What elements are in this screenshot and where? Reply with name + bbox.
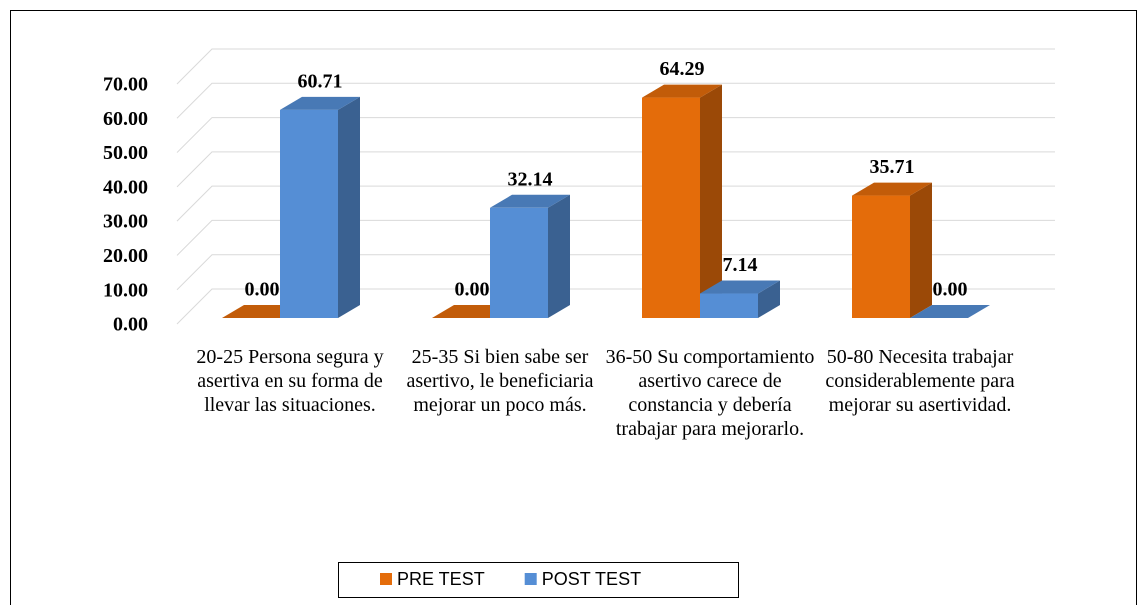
legend-box — [338, 562, 739, 598]
bar-side — [338, 96, 360, 318]
bar-top — [910, 305, 990, 318]
grid-line — [176, 48, 1055, 85]
grid-line — [176, 185, 1055, 222]
data-label: 7.14 — [723, 254, 758, 276]
y-tick-label: 60.00 — [103, 108, 148, 130]
data-label: 0.00 — [455, 279, 490, 301]
data-label: 0.00 — [245, 279, 280, 301]
legend-swatch — [524, 573, 537, 585]
bar-side — [548, 194, 570, 318]
data-label: 64.29 — [660, 58, 705, 80]
chart-frame — [10, 10, 1137, 605]
legend-label: POST TEST — [542, 569, 641, 589]
bar — [280, 109, 338, 318]
y-tick-label: 70.00 — [103, 74, 148, 96]
grid-line — [176, 219, 1055, 256]
grid-line — [176, 117, 1055, 153]
y-tick-label: 0.00 — [113, 314, 148, 336]
grid-line — [176, 254, 1055, 291]
y-tick-label: 50.00 — [103, 142, 148, 164]
bar-top — [700, 280, 780, 294]
bar — [700, 293, 758, 318]
bar-top — [642, 84, 722, 98]
data-label: 35.71 — [870, 156, 915, 178]
y-tick-label: 20.00 — [103, 245, 148, 267]
data-label: 60.71 — [298, 70, 343, 92]
legend-label: PRE TEST — [397, 569, 485, 589]
grid-line — [176, 82, 1055, 119]
grid-line — [176, 151, 1055, 188]
x-tick-label: 25-35 Si bien sabe ser asertivo, le bene… — [406, 346, 594, 416]
data-label: 32.14 — [508, 168, 553, 190]
bar — [642, 97, 700, 318]
bar-top — [490, 194, 570, 208]
bar-top — [852, 182, 932, 196]
y-tick-label: 10.00 — [103, 279, 148, 301]
y-tick-label: 30.00 — [103, 211, 148, 233]
bar — [490, 207, 548, 318]
y-tick-label: 40.00 — [103, 176, 148, 198]
bar-side — [700, 84, 722, 318]
bar-side — [910, 182, 932, 318]
data-label: 0.00 — [933, 279, 968, 301]
legend-swatch — [380, 573, 392, 585]
x-tick-label: 20-25 Persona segura y asertiva en su fo… — [196, 346, 384, 416]
bar-top — [280, 96, 360, 110]
x-tick-label: 36-50 Su comportamiento asertivo carece … — [605, 346, 815, 440]
bar-side — [758, 280, 780, 318]
x-tick-label: 50-80 Necesita trabajar considerablement… — [825, 346, 1015, 416]
bar — [852, 195, 910, 318]
